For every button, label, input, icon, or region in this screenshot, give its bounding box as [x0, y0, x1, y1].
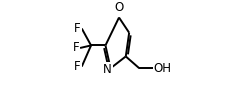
Text: OH: OH: [154, 62, 172, 75]
Text: F: F: [74, 60, 81, 73]
Text: F: F: [73, 41, 79, 54]
Text: O: O: [114, 1, 124, 14]
Text: F: F: [74, 22, 81, 35]
Text: N: N: [103, 63, 112, 76]
